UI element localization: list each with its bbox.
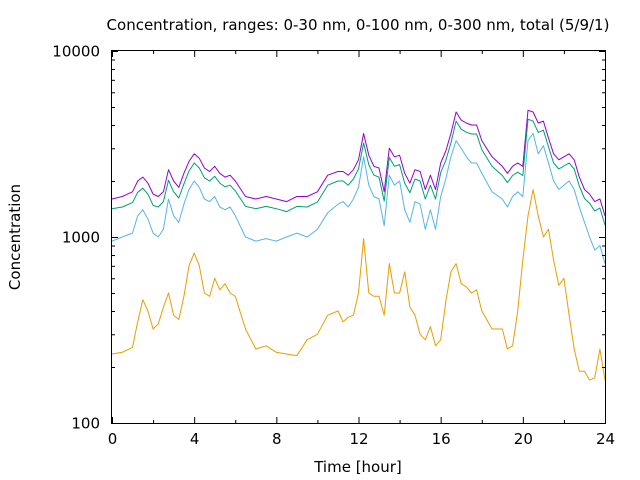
plot-frame xyxy=(111,50,606,424)
x-axis-label: Time [hour] xyxy=(313,458,402,476)
y-axis-label: Concentration xyxy=(6,184,24,290)
x-tick-label: 12 xyxy=(349,430,368,448)
y-tick-label: 10000 xyxy=(52,43,100,61)
x-tick-label: 4 xyxy=(190,430,200,448)
x-tick-label: 16 xyxy=(432,430,451,448)
chart-title: Concentration, ranges: 0-30 nm, 0-100 nm… xyxy=(107,16,610,34)
x-tick-label: 8 xyxy=(272,430,282,448)
x-tick-label: 20 xyxy=(514,430,533,448)
y-tick-label: 1000 xyxy=(62,229,100,247)
series-line-1 xyxy=(111,109,606,216)
series-line-4 xyxy=(111,189,606,381)
x-tick-label: 24 xyxy=(596,430,615,448)
series-line-3 xyxy=(111,133,606,264)
y-tick-label: 100 xyxy=(71,415,100,433)
series-layer xyxy=(111,109,606,381)
tick-layer: 0 4 8 12 16 20 24 100 1000 10000 xyxy=(52,43,615,449)
x-tick-label: 0 xyxy=(108,430,118,448)
series-line-2 xyxy=(111,118,606,226)
